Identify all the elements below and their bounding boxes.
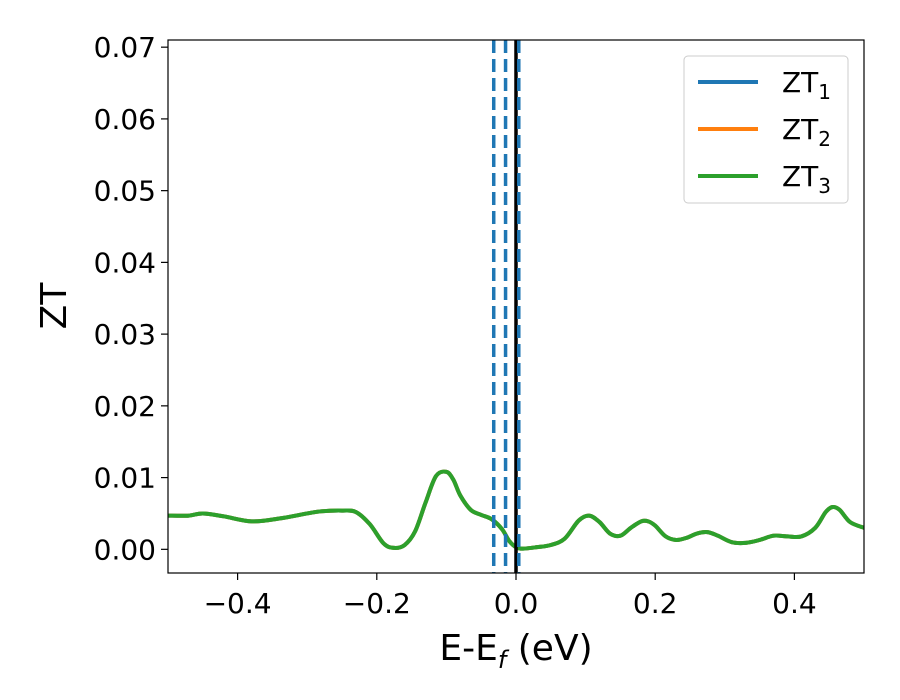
x-axis-title-unit: (eV) (506, 628, 592, 669)
legend-box (683, 55, 849, 204)
legend-label-subscript: 1 (818, 80, 831, 104)
y-tick-label: 0.00 (94, 533, 156, 566)
y-tick-label: 0.02 (94, 390, 156, 423)
legend-label-subscript: 2 (818, 127, 831, 151)
legend-label-main: ZT (782, 113, 819, 146)
legend-label-2: ZT2 (782, 113, 831, 151)
y-axis-title: ZT (34, 282, 75, 330)
x-axis-title-main: E-E (439, 628, 497, 669)
y-tick-label: 0.01 (94, 462, 156, 495)
series-line-3 (168, 469, 864, 551)
legend-label-subscript: 3 (818, 174, 831, 198)
y-tick-label: 0.07 (94, 31, 156, 64)
y-tick-label: 0.05 (94, 175, 156, 208)
y-tick-label: 0.06 (94, 103, 156, 136)
legend-label-main: ZT (782, 160, 819, 193)
x-axis: −0.4 −0.2 0.0 0.2 0.4 (204, 573, 817, 620)
x-tick-label: 0.2 (633, 587, 678, 620)
x-tick-label: −0.4 (204, 587, 272, 620)
y-axis: 0.00 0.01 0.02 0.03 0.04 0.05 0.06 0.07 (94, 31, 168, 566)
x-tick-label: −0.2 (343, 587, 411, 620)
x-axis-title: E-Ef (eV) (439, 628, 592, 674)
plot-area (168, 40, 864, 573)
legend-label-main: ZT (782, 66, 819, 99)
y-tick-label: 0.03 (94, 318, 156, 351)
x-tick-label: 0.4 (772, 587, 817, 620)
legend-label-1: ZT1 (782, 66, 831, 104)
legend-label-3: ZT3 (782, 160, 831, 198)
y-tick-label: 0.04 (94, 246, 156, 279)
x-tick-label: 0.0 (494, 587, 539, 620)
